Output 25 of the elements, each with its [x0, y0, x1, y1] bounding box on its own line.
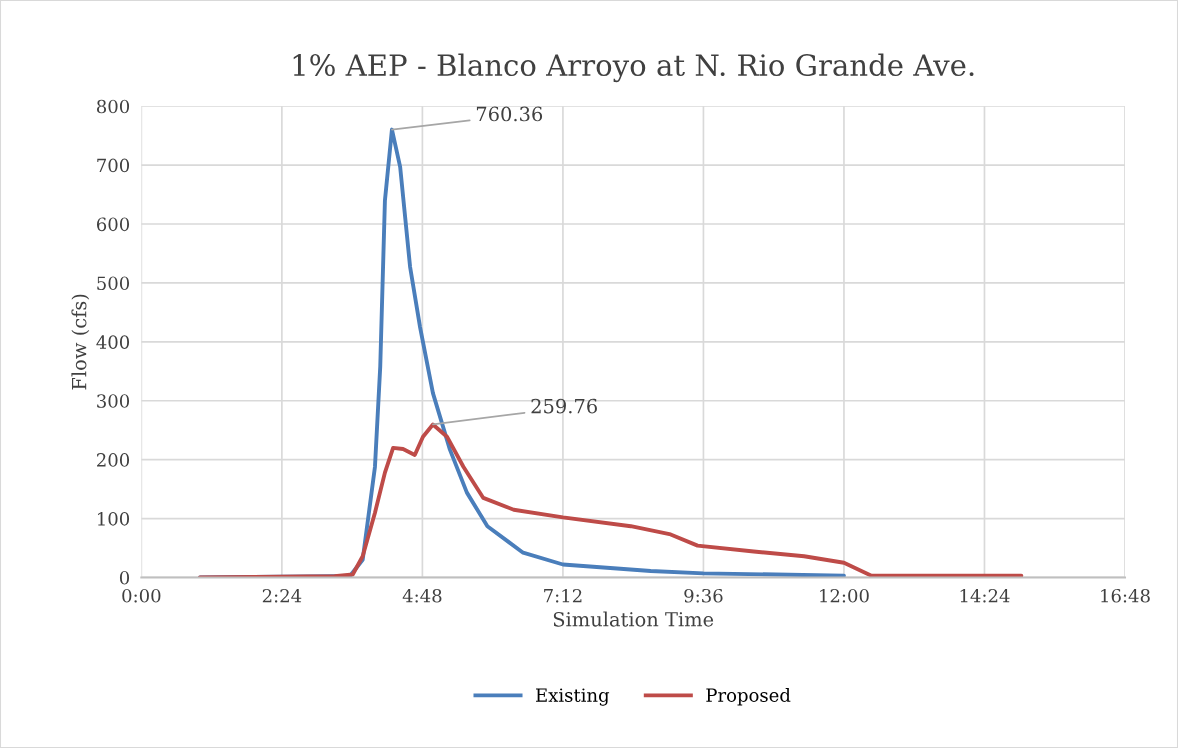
- x-tick-label: 9:36: [684, 588, 723, 603]
- legend-label: Existing: [536, 688, 610, 706]
- y-tick-label: 600: [96, 217, 130, 232]
- x-axis-title: Simulation Time: [553, 611, 714, 627]
- legend-label: Proposed: [706, 687, 791, 706]
- y-tick-label: 100: [97, 512, 130, 526]
- x-tick-label: 14:24: [960, 588, 1010, 603]
- annotation: 259.76: [531, 398, 597, 414]
- x-tick-label: 16:48: [1101, 588, 1150, 603]
- y-tick-label: 400: [96, 335, 130, 349]
- x-tick-label: 2:24: [262, 588, 302, 603]
- x-tick-label: 12:00: [820, 588, 869, 603]
- y-tick-label: 800: [96, 99, 130, 114]
- y-tick-label: 200: [97, 453, 130, 467]
- line-series: [197, 422, 1024, 578]
- y-axis-title: Flow (cfs): [71, 294, 90, 390]
- y-tick-label: 700: [97, 158, 130, 173]
- x-tick-label: 7:12: [544, 588, 582, 603]
- y-tick-label: 0: [119, 570, 130, 585]
- x-tick-label: 4:48: [402, 588, 442, 603]
- annotation: 760.36: [476, 106, 543, 122]
- chart-title: 1% AEP - Blanco Arroyo at N. Rio Grande Ave.: [293, 53, 974, 83]
- x-tick-label: 0:00: [122, 588, 161, 603]
- y-tick-label: 500: [97, 276, 130, 291]
- y-tick-label: 300: [97, 394, 130, 408]
